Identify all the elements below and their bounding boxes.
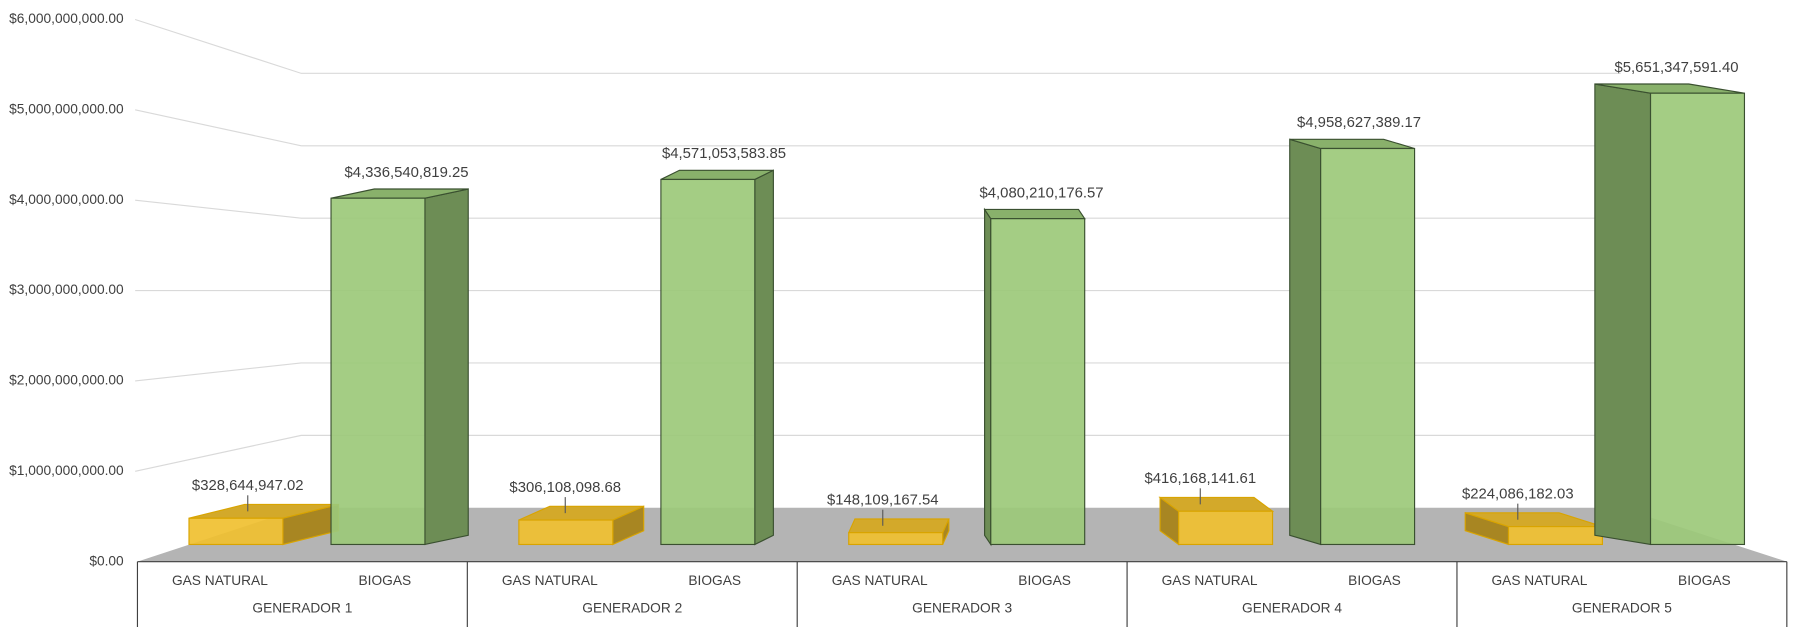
value-label: $4,571,053,583.85 [662,146,786,162]
bar [990,218,1086,546]
x-tick-label: GAS NATURAL [1491,573,1587,588]
value-label: $306,108,098.68 [509,480,621,496]
x-tick-label: BIOGAS [1348,573,1401,588]
bar [1649,92,1746,546]
group-label: GENERADOR 4 [1242,600,1342,615]
y-tick-label: $6,000,000,000.00 [9,11,124,26]
y-tick-label: $4,000,000,000.00 [9,192,124,207]
group-label: GENERADOR 3 [912,600,1012,615]
x-tick-label: BIOGAS [1018,573,1071,588]
bar-top [847,518,950,534]
value-label: $4,336,540,819.25 [344,165,468,181]
grid-line [135,434,1621,472]
x-tick-label: BIOGAS [1678,573,1731,588]
bar [1178,510,1274,546]
value-label: $4,958,627,389.17 [1297,115,1421,131]
y-tick-label: $0.00 [89,553,124,568]
y-tick-label: $1,000,000,000.00 [9,463,124,478]
x-tick-label: BIOGAS [688,573,741,588]
x-tick-label: BIOGAS [359,573,412,588]
y-tick-label: $5,000,000,000.00 [9,101,124,116]
bar-side [754,169,774,546]
bar-side [424,188,469,546]
bar-side [1289,138,1322,546]
grid-line [135,362,1621,382]
bar [1507,526,1603,546]
bar-side [984,207,992,547]
y-tick-label: $2,000,000,000.00 [9,373,124,388]
bar [1320,147,1416,546]
value-label: $4,080,210,176.57 [980,185,1104,201]
value-label: $148,109,167.54 [827,492,939,508]
grid-line [135,199,1621,219]
x-tick-label: GAS NATURAL [172,573,268,588]
bar [330,197,426,546]
bar [518,519,614,546]
grid-line [134,18,1621,74]
value-label: $5,651,347,591.40 [1615,60,1739,76]
bar-top [1158,496,1275,512]
bar [660,178,756,546]
grid-line [135,109,1621,147]
bar [848,532,944,546]
group-label: GENERADOR 5 [1572,600,1672,615]
x-tick-label: GAS NATURAL [502,573,598,588]
x-tick-label: GAS NATURAL [832,573,928,588]
y-tick-label: $3,000,000,000.00 [9,282,124,297]
bar-top [660,169,774,181]
group-label: GENERADOR 2 [582,600,682,615]
x-tick-label: GAS NATURAL [1162,573,1258,588]
value-label: $328,644,947.02 [192,478,304,494]
value-label: $416,168,141.61 [1144,471,1256,487]
bar-side [1594,83,1652,546]
bar-top [983,208,1086,220]
group-label: GENERADOR 1 [252,600,352,615]
value-label: $224,086,182.03 [1462,486,1574,502]
bar [188,517,284,546]
